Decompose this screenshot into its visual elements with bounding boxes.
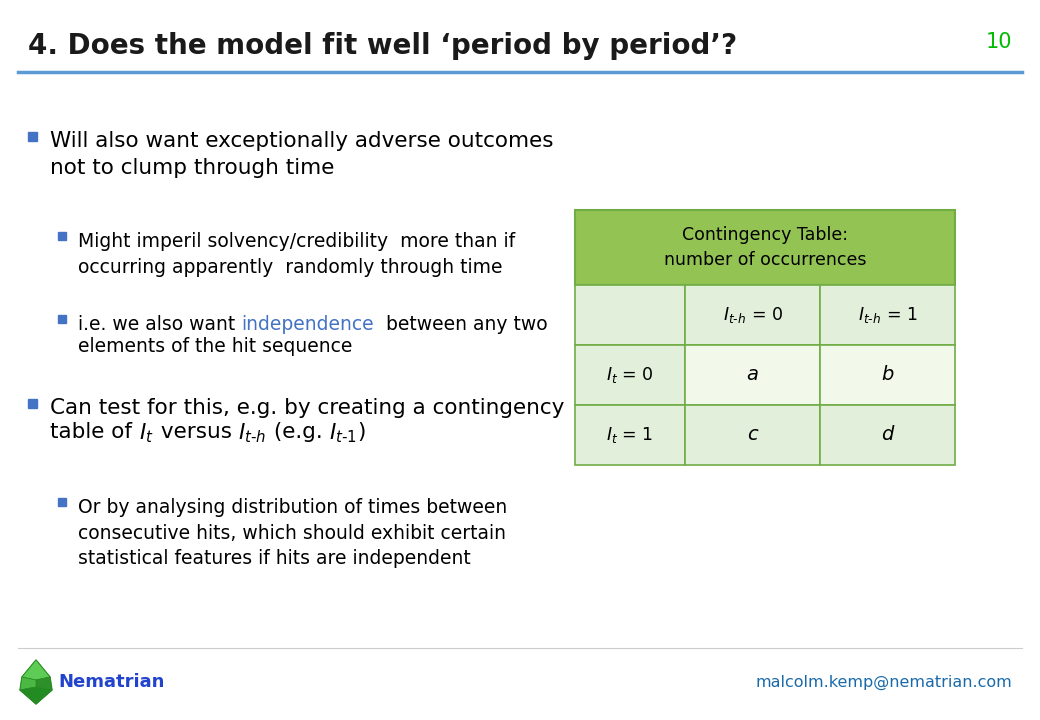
Text: $\mathit{I}_t$ = 1: $\mathit{I}_t$ = 1 bbox=[606, 425, 654, 445]
Text: 4. Does the model fit well ‘period by period’?: 4. Does the model fit well ‘period by pe… bbox=[28, 32, 737, 60]
Polygon shape bbox=[20, 687, 52, 704]
Polygon shape bbox=[36, 677, 52, 690]
Text: $\mathit{I}_{t\text{-}h}$ = 1: $\mathit{I}_{t\text{-}h}$ = 1 bbox=[858, 305, 917, 325]
Text: $\mathit{I}_{t\text{-}h}$: $\mathit{I}_{t\text{-}h}$ bbox=[238, 421, 266, 444]
Text: $\mathit{I}_{t\text{-}h}$ = 0: $\mathit{I}_{t\text{-}h}$ = 0 bbox=[723, 305, 782, 325]
Bar bbox=[575, 285, 685, 345]
Text: $\mathit{I}_t$: $\mathit{I}_t$ bbox=[139, 421, 154, 444]
Text: Or by analysing distribution of times between
consecutive hits, which should exh: Or by analysing distribution of times be… bbox=[78, 498, 508, 569]
Text: table of: table of bbox=[50, 422, 139, 442]
Text: (e.g.: (e.g. bbox=[266, 422, 330, 442]
Text: Can test for this, e.g. by creating a contingency: Can test for this, e.g. by creating a co… bbox=[50, 398, 565, 418]
Bar bbox=[820, 285, 955, 345]
Text: d: d bbox=[881, 426, 893, 444]
Bar bbox=[685, 285, 820, 345]
Bar bbox=[820, 405, 955, 465]
Bar bbox=[685, 345, 820, 405]
Polygon shape bbox=[20, 677, 36, 690]
Bar bbox=[58, 232, 66, 240]
Text: Will also want exceptionally adverse outcomes
not to clump through time: Will also want exceptionally adverse out… bbox=[50, 131, 553, 179]
Text: c: c bbox=[747, 426, 758, 444]
Text: Might imperil solvency/credibility  more than if
occurring apparently  randomly : Might imperil solvency/credibility more … bbox=[78, 232, 515, 276]
Text: $\mathit{I}_{t\text{-}1}$: $\mathit{I}_{t\text{-}1}$ bbox=[330, 421, 357, 444]
Text: 10: 10 bbox=[986, 32, 1012, 52]
Text: i.e. we also want: i.e. we also want bbox=[78, 315, 241, 334]
Bar bbox=[575, 210, 955, 285]
Bar bbox=[820, 345, 955, 405]
Text: independence: independence bbox=[241, 315, 373, 334]
Text: Contingency Table:
number of occurrences: Contingency Table: number of occurrences bbox=[664, 226, 866, 269]
Bar bbox=[58, 498, 66, 506]
Bar bbox=[58, 315, 66, 323]
Text: $\mathit{I}_t$ = 0: $\mathit{I}_t$ = 0 bbox=[606, 365, 654, 385]
Polygon shape bbox=[20, 660, 52, 704]
Bar bbox=[685, 405, 820, 465]
Bar bbox=[27, 398, 36, 408]
Bar bbox=[575, 405, 685, 465]
Text: ): ) bbox=[357, 422, 365, 442]
Text: a: a bbox=[747, 366, 758, 384]
Text: elements of the hit sequence: elements of the hit sequence bbox=[78, 337, 353, 356]
Text: malcolm.kemp@nematrian.com: malcolm.kemp@nematrian.com bbox=[755, 675, 1012, 690]
Bar bbox=[575, 345, 685, 405]
Bar bbox=[27, 132, 36, 140]
Text: b: b bbox=[881, 366, 893, 384]
Text: between any two: between any two bbox=[373, 315, 547, 334]
Polygon shape bbox=[22, 660, 50, 680]
Text: Nematrian: Nematrian bbox=[58, 673, 164, 691]
Text: versus: versus bbox=[154, 422, 238, 442]
